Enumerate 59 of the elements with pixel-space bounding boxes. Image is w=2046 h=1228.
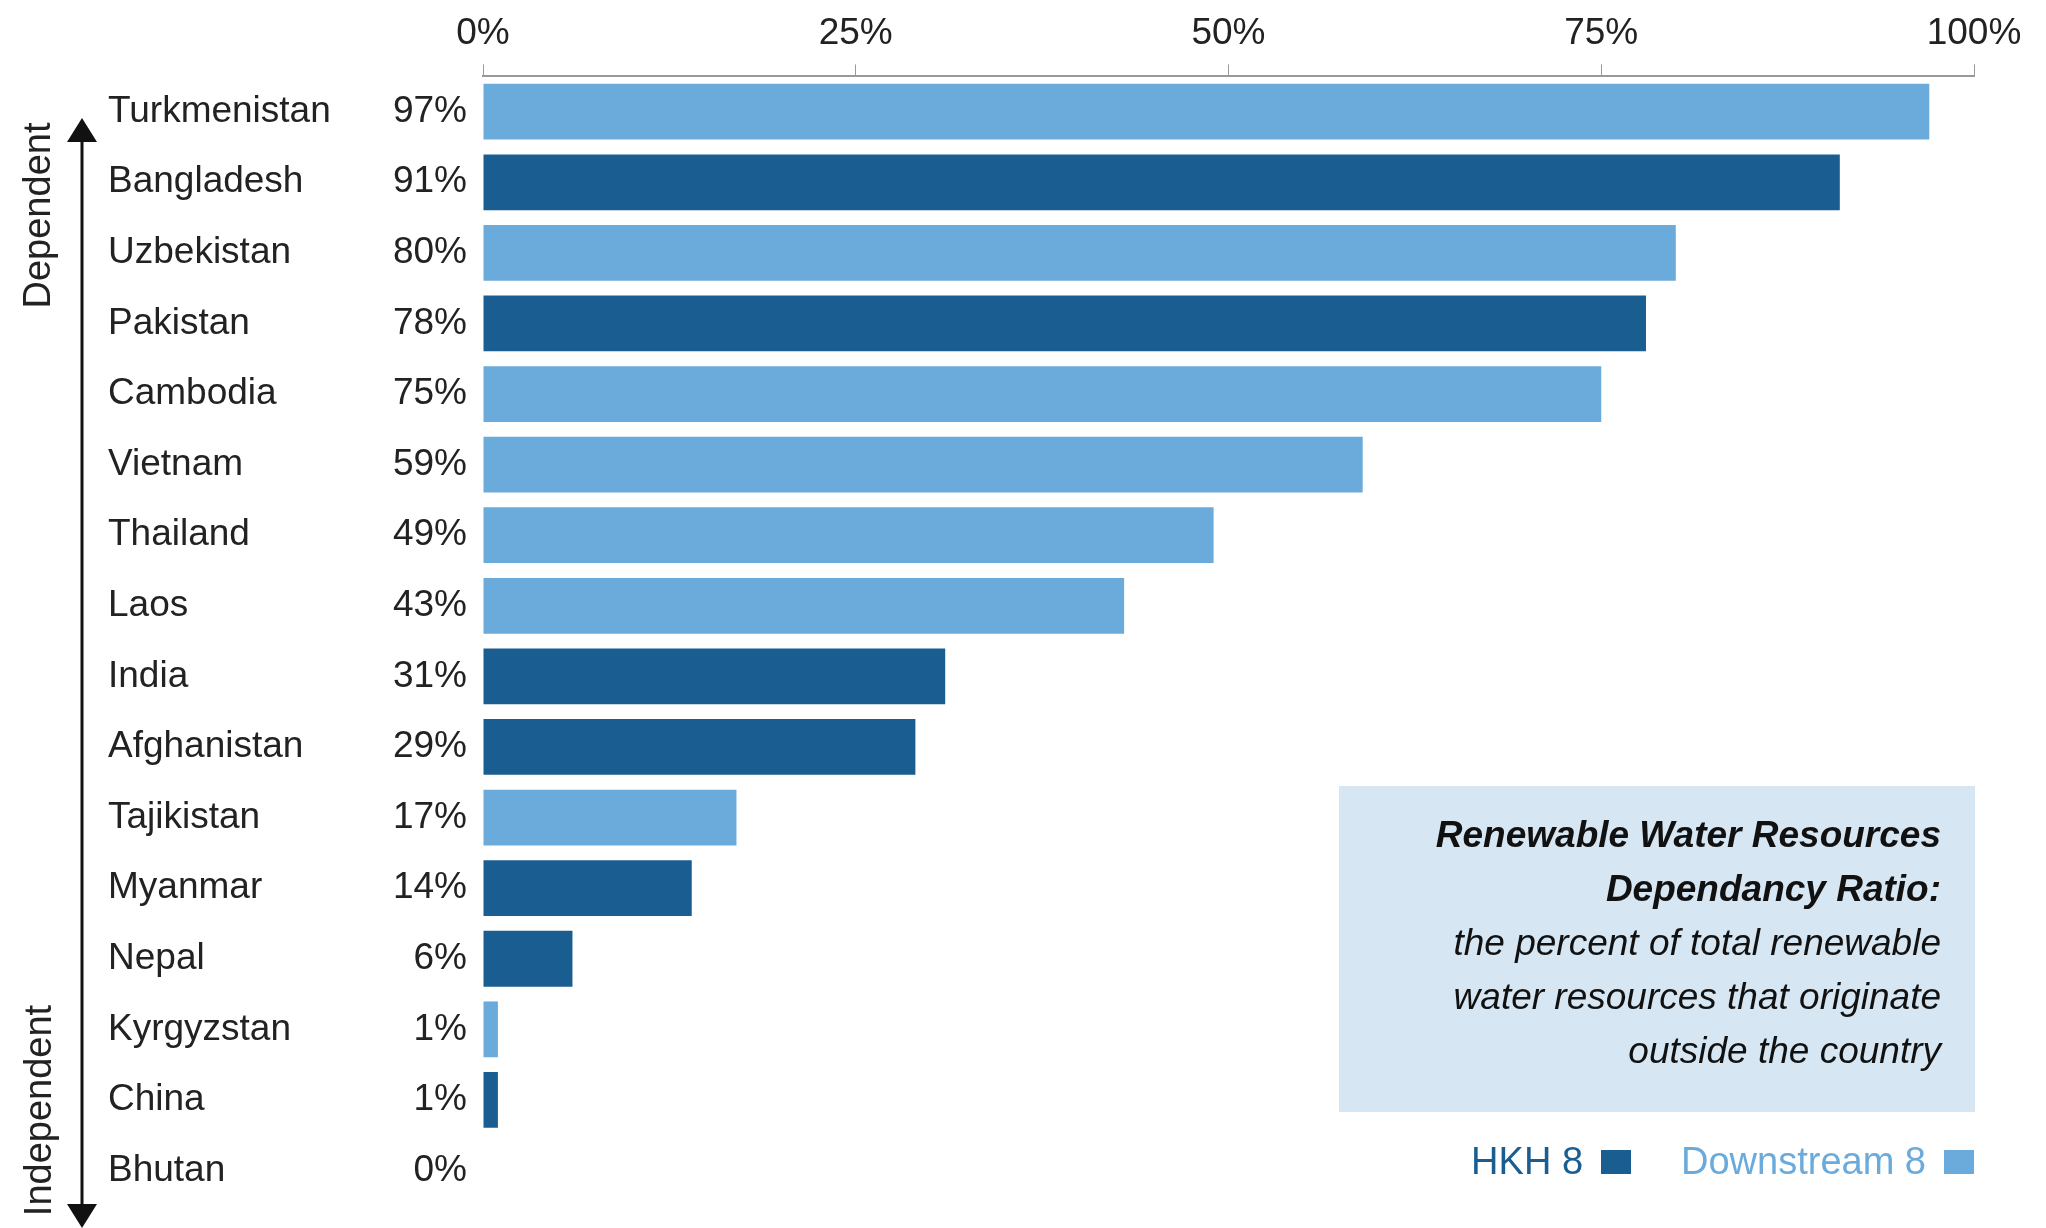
bar bbox=[483, 507, 1214, 564]
data-label: 1% bbox=[413, 1006, 467, 1048]
legend-label: Downstream 8 bbox=[1681, 1140, 1926, 1183]
bar bbox=[483, 577, 1125, 634]
text: Dependent bbox=[16, 122, 60, 308]
bar bbox=[483, 224, 1676, 281]
data-label: 6% bbox=[413, 935, 467, 977]
y-tick-label: Bhutan bbox=[108, 1147, 226, 1189]
data-label: 97% bbox=[392, 88, 467, 130]
x-tick-label: 75% bbox=[1564, 11, 1639, 53]
legend-label: HKH 8 bbox=[1471, 1140, 1584, 1183]
bar bbox=[483, 1072, 498, 1128]
data-label: 43% bbox=[392, 583, 467, 625]
data-label: 17% bbox=[392, 794, 467, 836]
bar bbox=[483, 366, 1602, 422]
bar bbox=[483, 1001, 498, 1058]
x-tick-label: 0% bbox=[456, 11, 510, 53]
text: Independent bbox=[16, 1004, 60, 1216]
x-tick-label: 100% bbox=[1926, 11, 2022, 53]
y-tick-label: India bbox=[108, 653, 189, 695]
y-tick-label: Afghanistan bbox=[108, 724, 304, 766]
bar bbox=[483, 154, 1840, 211]
data-label: 75% bbox=[392, 371, 467, 413]
x-tick-label: 25% bbox=[818, 11, 893, 53]
bar bbox=[483, 719, 916, 775]
note-panel: Renewable Water Resources Dependancy Ratio: the percent of total renewable water resources that originate outside the country bbox=[1339, 786, 1975, 1112]
data-label: 80% bbox=[392, 230, 467, 272]
y-tick-label: Vietnam bbox=[108, 441, 244, 483]
data-label: 91% bbox=[392, 159, 467, 201]
y-tick-label: Uzbekistan bbox=[108, 230, 292, 272]
y-tick-label: Laos bbox=[108, 583, 189, 625]
data-label: 29% bbox=[392, 724, 467, 766]
x-tick-label: 50% bbox=[1191, 11, 1266, 53]
y-tick-label: Turkmenistan bbox=[108, 88, 331, 130]
annotation: Renewable Water Resources Dependancy Ratio: bbox=[1434, 813, 1941, 911]
y-tick-label: Kyrgyzstan bbox=[108, 1006, 292, 1048]
y-tick-label: Nepal bbox=[108, 935, 205, 977]
data-label: 0% bbox=[413, 1147, 467, 1189]
data-label: 31% bbox=[392, 653, 467, 695]
bar bbox=[483, 860, 692, 917]
data-label: 1% bbox=[413, 1077, 467, 1119]
bar bbox=[483, 648, 946, 705]
y-tick-label: China bbox=[108, 1077, 206, 1119]
bar bbox=[483, 436, 1363, 493]
data-label: 78% bbox=[392, 300, 467, 342]
bar bbox=[483, 789, 737, 846]
y-tick-label: Thailand bbox=[108, 512, 250, 554]
y-tick-label: Myanmar bbox=[108, 865, 263, 907]
y-tick-label: Bangladesh bbox=[108, 159, 304, 201]
data-label: 59% bbox=[392, 441, 467, 483]
annotation: the percent of total renewable water resources that originate outside the country bbox=[1452, 921, 1941, 1073]
y-tick-label: Tajikistan bbox=[108, 794, 261, 836]
bar bbox=[483, 295, 1646, 352]
data-label: 49% bbox=[392, 512, 467, 554]
bar bbox=[483, 930, 573, 987]
y-tick-label: Cambodia bbox=[108, 371, 278, 413]
data-label: 14% bbox=[392, 865, 467, 907]
bar bbox=[483, 83, 1930, 140]
y-tick-label: Pakistan bbox=[108, 300, 250, 342]
